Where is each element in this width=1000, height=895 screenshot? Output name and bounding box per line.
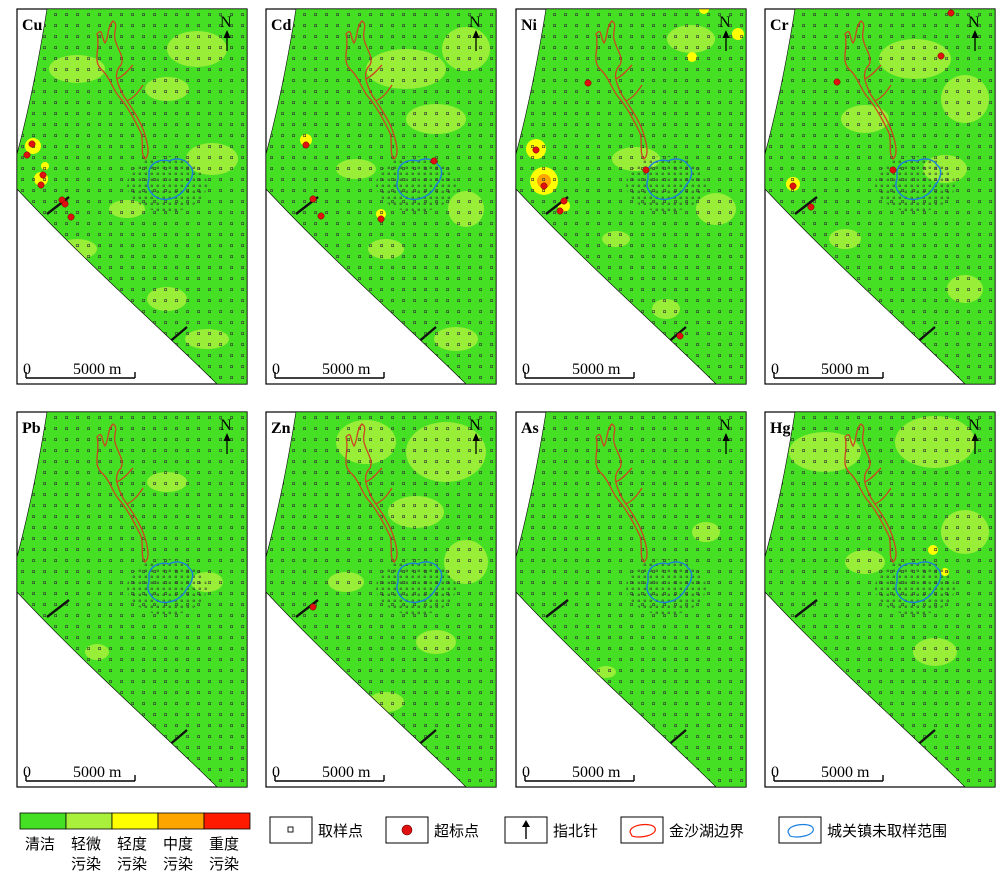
map-panel-hg: Hg N 0 5000 m xyxy=(764,411,996,788)
north-label: N xyxy=(469,417,481,434)
sample-point-icon xyxy=(269,816,313,844)
north-label: N xyxy=(719,14,731,31)
map-panel-cu: Cu N 0 5000 m xyxy=(16,8,248,385)
north-label: N xyxy=(719,417,731,434)
class-swatch-heavy xyxy=(203,812,251,830)
scale-zero: 0 xyxy=(272,764,280,781)
scale-zero: 0 xyxy=(771,764,779,781)
pollution-class-legend: 清洁 轻微 污染 轻度 污染 中度 污染 重度 污染 xyxy=(19,812,251,873)
class-label-moderate-2: 污染 xyxy=(163,855,193,873)
map-panel-ni: Ni N 0 5000 m xyxy=(515,8,747,385)
scale-bar: 0 5000 m xyxy=(522,764,635,782)
north-label: N xyxy=(220,417,232,434)
scale-zero: 0 xyxy=(522,764,530,781)
map-panel-zn: Zn N 0 5000 m xyxy=(265,411,497,788)
class-label-slight-1: 轻微 xyxy=(71,835,101,853)
symbol-legend: 取样点 超标点 指北针 金沙湖边界 城关镇未取样范围 xyxy=(269,816,947,844)
class-label-moderate-1: 中度 xyxy=(163,835,193,853)
scale-label: 5000 m xyxy=(821,361,870,378)
class-swatch-clean xyxy=(19,812,67,830)
lake-boundary-icon xyxy=(620,816,664,844)
map-panel-cr: Cr N 0 5000 m xyxy=(764,8,996,385)
north-label: N xyxy=(968,417,980,434)
class-label-slight-2: 污染 xyxy=(71,855,101,873)
panel-label: Cr xyxy=(770,17,789,34)
symbol-label-north: 指北针 xyxy=(553,822,598,840)
scale-bar: 0 5000 m xyxy=(23,764,136,782)
scale-zero: 0 xyxy=(23,361,31,378)
legend: 清洁 轻微 污染 轻度 污染 中度 污染 重度 污染 取样点 超标点 指北针 金… xyxy=(19,812,947,873)
class-swatch-slight xyxy=(65,812,113,830)
panel-label: Zn xyxy=(271,420,291,437)
north-label: N xyxy=(968,14,980,31)
panel-label: As xyxy=(521,420,539,437)
scale-label: 5000 m xyxy=(73,361,122,378)
panel-label: Pb xyxy=(22,420,41,437)
unsampled-area-icon xyxy=(778,816,822,844)
scale-zero: 0 xyxy=(272,361,280,378)
symbol-label-exceed: 超标点 xyxy=(434,822,479,840)
scale-bar: 0 5000 m xyxy=(771,764,884,782)
scale-label: 5000 m xyxy=(572,764,621,781)
scale-bar: 0 5000 m xyxy=(23,361,136,379)
exceed-point-icon xyxy=(385,816,429,844)
panel-label: Cu xyxy=(22,17,43,34)
symbol-label-unsampled: 城关镇未取样范围 xyxy=(827,822,947,840)
class-label-heavy-1: 重度 xyxy=(209,835,239,853)
map-panel-pb: Pb N 0 5000 m xyxy=(16,411,248,788)
panel-label: Hg xyxy=(770,420,790,437)
class-swatch-light xyxy=(111,812,159,830)
map-panel-cd: Cd N 0 5000 m xyxy=(265,8,497,385)
scale-zero: 0 xyxy=(771,361,779,378)
class-label-light-2: 污染 xyxy=(117,855,147,873)
scale-bar: 0 5000 m xyxy=(272,764,385,782)
symbol-label-lake: 金沙湖边界 xyxy=(669,822,744,840)
scale-label: 5000 m xyxy=(322,361,371,378)
scale-label: 5000 m xyxy=(572,361,621,378)
scale-zero: 0 xyxy=(23,764,31,781)
class-swatch-moderate xyxy=(157,812,205,830)
north-label: N xyxy=(469,14,481,31)
map-panel-as: As N 0 5000 m xyxy=(515,411,747,788)
scale-label: 5000 m xyxy=(322,764,371,781)
north-label: N xyxy=(220,14,232,31)
panel-label: Ni xyxy=(521,17,538,34)
pollution-maps: Cu N 0 5000 m Cd N 0 5000 m Ni N 0 5000 m Cr N 0 500… xyxy=(16,8,996,788)
class-label-heavy-2: 污染 xyxy=(209,855,239,873)
scale-bar: 0 5000 m xyxy=(522,361,635,379)
symbol-label-sample: 取样点 xyxy=(318,822,363,840)
scale-zero: 0 xyxy=(522,361,530,378)
scale-label: 5000 m xyxy=(73,764,122,781)
scale-label: 5000 m xyxy=(821,764,870,781)
scale-bar: 0 5000 m xyxy=(272,361,385,379)
class-label-light-1: 轻度 xyxy=(117,835,147,853)
scale-bar: 0 5000 m xyxy=(771,361,884,379)
class-label-clean: 清洁 xyxy=(25,835,55,853)
panel-label: Cd xyxy=(271,17,292,34)
